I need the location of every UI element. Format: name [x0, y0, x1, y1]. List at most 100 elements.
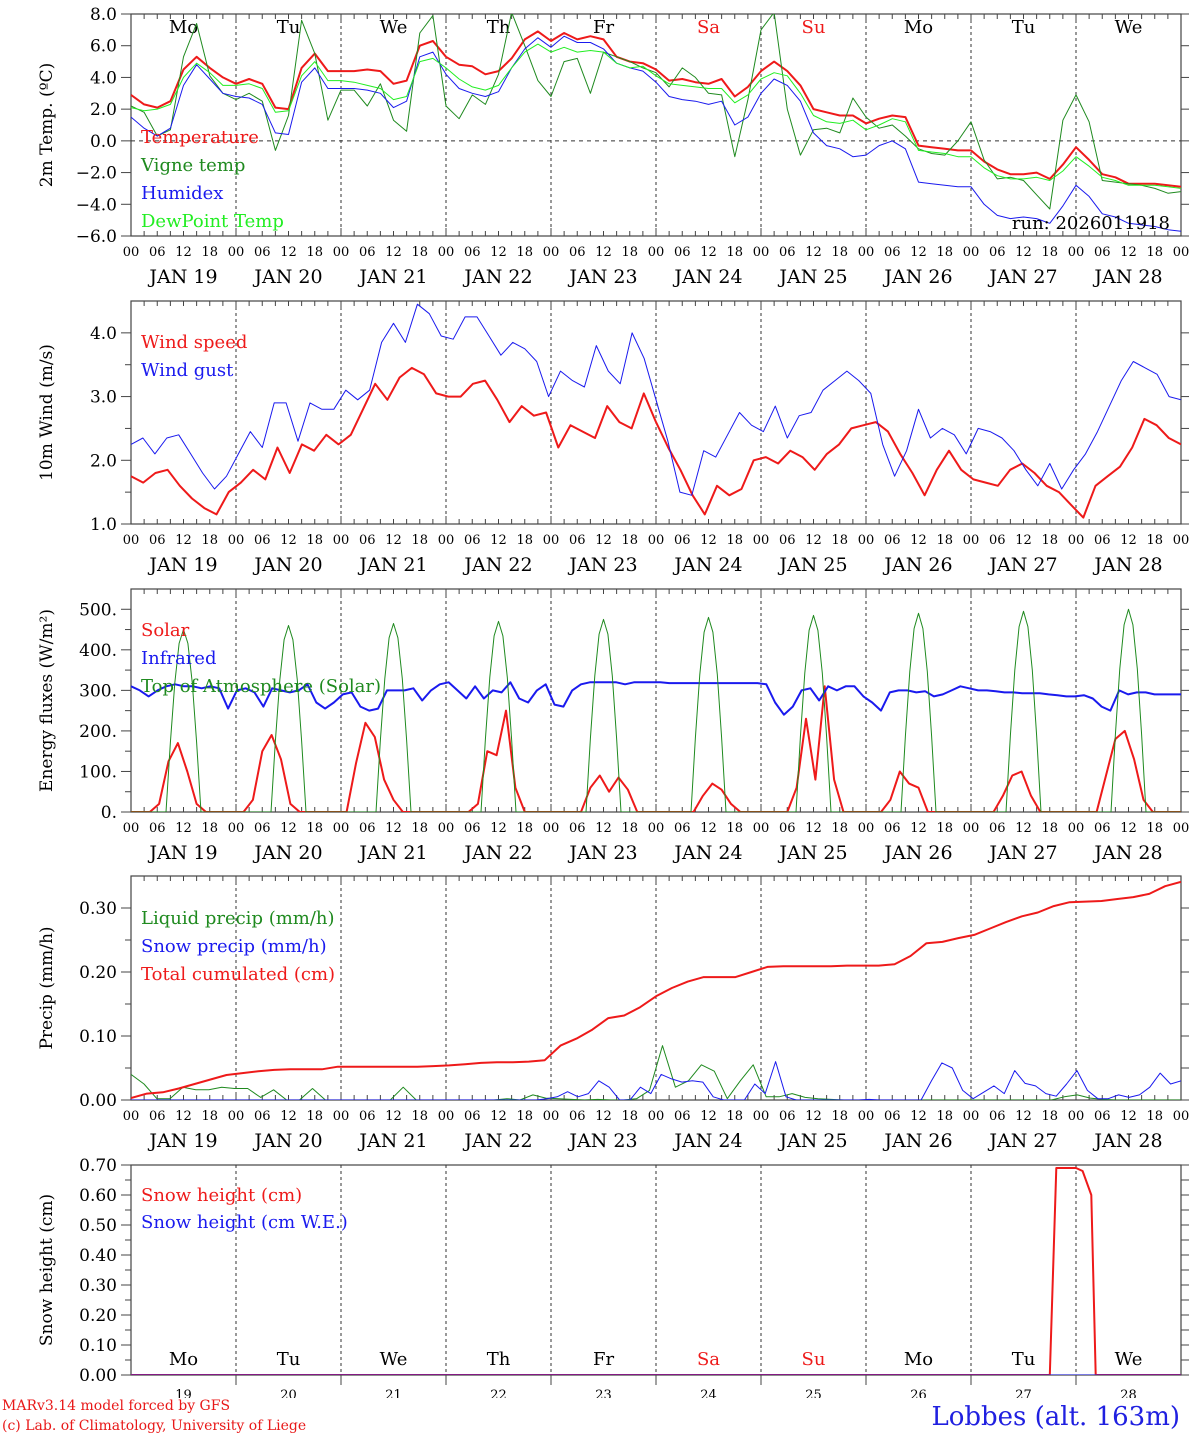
x-day-label: JAN 19: [147, 554, 217, 576]
y-tick-label: 400.: [79, 641, 117, 661]
x-day-label: JAN 21: [357, 842, 427, 864]
x-day-label: JAN 22: [462, 554, 532, 576]
x-hour-label: 06: [884, 245, 901, 260]
y-axis-label: 10m Wind (m/s): [37, 344, 57, 481]
x-hour-label: 12: [805, 821, 822, 836]
x-hour-label: 06: [674, 245, 691, 260]
x-hour-label: 00: [753, 533, 770, 548]
y-tick-label: 0.30: [79, 899, 117, 919]
x-hour-label: 12: [805, 533, 822, 548]
x-day-number: 24: [700, 1388, 717, 1398]
x-hour-label: 18: [306, 533, 323, 548]
x-hour-label: 18: [411, 533, 428, 548]
x-hour-label: 00: [858, 821, 875, 836]
x-hour-label: 06: [779, 245, 796, 260]
x-hour-label: 06: [989, 533, 1006, 548]
plot-frame: [130, 300, 1182, 525]
x-hour-label: 00: [963, 533, 980, 548]
y-tick-label: 0.0: [90, 132, 117, 152]
x-hour-label: 18: [831, 1109, 848, 1124]
x-hour-label: 00: [438, 533, 455, 548]
day-name: Fr: [593, 17, 614, 38]
x-hour-label: 18: [201, 533, 218, 548]
x-hour-label: 00: [1173, 821, 1190, 836]
y-axis-label: Precip (mm/h): [37, 926, 57, 1049]
x-hour-label: 12: [1015, 821, 1032, 836]
x-hour-label: 12: [1015, 245, 1032, 260]
x-hour-label: 12: [280, 533, 297, 548]
x-day-label: JAN 24: [672, 266, 742, 288]
x-hour-label: 18: [411, 821, 428, 836]
day-name: Tu: [1012, 17, 1036, 38]
x-hour-label: 00: [648, 245, 665, 260]
legend-entry: Top of Atmosphere (Solar): [141, 676, 381, 697]
x-hour-label: 18: [1146, 245, 1163, 260]
y-axis-label: Snow height (cm): [37, 1194, 57, 1346]
x-day-label: JAN 22: [462, 842, 532, 864]
x-hour-label: 18: [1041, 245, 1058, 260]
x-hour-label: 06: [359, 821, 376, 836]
y-axis-label: Energy fluxes (W/m²): [37, 609, 57, 792]
x-hour-label: 18: [726, 821, 743, 836]
series-line-temperature: [131, 30, 1181, 188]
x-hour-label: 00: [228, 1109, 245, 1124]
y-tick-label: 0.30: [79, 1276, 117, 1296]
x-hour-label: 06: [464, 533, 481, 548]
x-hour-label: 18: [516, 245, 533, 260]
y-tick-label: −4.0: [76, 195, 117, 215]
series-line-total-cumulated-cm-: [131, 880, 1181, 1100]
x-hour-label: 18: [1041, 821, 1058, 836]
x-hour-label: 12: [175, 821, 192, 836]
x-hour-label: 18: [411, 245, 428, 260]
legend-entry: Temperature: [141, 127, 259, 148]
x-hour-label: 18: [936, 821, 953, 836]
x-hour-label: 00: [753, 1109, 770, 1124]
x-day-label: JAN 24: [672, 842, 742, 864]
x-hour-label: 06: [569, 821, 586, 836]
x-hour-label: 00: [543, 1109, 560, 1124]
x-day-label: JAN 26: [882, 266, 952, 288]
x-day-label: JAN 23: [567, 554, 637, 576]
x-hour-label: 12: [280, 1109, 297, 1124]
x-day-label: JAN 22: [462, 1130, 532, 1152]
y-tick-label: 1.0: [90, 515, 117, 535]
series-line-humidex: [131, 35, 1181, 232]
x-hour-label: 06: [254, 821, 271, 836]
x-hour-label: 18: [201, 245, 218, 260]
x-hour-label: 00: [1068, 245, 1085, 260]
x-day-label: JAN 24: [672, 1130, 742, 1152]
y-tick-label: 2.0: [90, 451, 117, 471]
series-line-wind-speed: [131, 366, 1181, 519]
legend-entry: Wind gust: [141, 360, 234, 381]
x-day-number: 21: [385, 1388, 402, 1398]
legend-entry: Wind speed: [141, 332, 247, 353]
x-hour-label: 06: [1094, 245, 1111, 260]
x-hour-label: 18: [306, 821, 323, 836]
x-hour-label: 18: [621, 533, 638, 548]
y-tick-label: 4.0: [90, 324, 117, 344]
day-name: Mo: [904, 17, 933, 38]
x-hour-label: 00: [438, 1109, 455, 1124]
x-hour-label: 12: [490, 821, 507, 836]
x-hour-label: 12: [280, 245, 297, 260]
x-hour-label: 00: [438, 821, 455, 836]
x-hour-label: 12: [595, 533, 612, 548]
x-day-label: JAN 27: [987, 1130, 1057, 1152]
x-day-label: JAN 20: [252, 1130, 322, 1152]
x-day-number: 20: [280, 1388, 297, 1398]
day-name: Sa: [697, 1349, 720, 1370]
x-hour-label: 18: [621, 1109, 638, 1124]
y-tick-label: 8.0: [90, 5, 117, 25]
x-hour-label: 06: [149, 1109, 166, 1124]
x-day-label: JAN 25: [777, 842, 847, 864]
x-hour-label: 00: [228, 245, 245, 260]
x-hour-label: 00: [228, 821, 245, 836]
x-hour-label: 12: [175, 245, 192, 260]
x-hour-label: 06: [359, 533, 376, 548]
x-hour-label: 00: [1173, 533, 1190, 548]
x-hour-label: 00: [123, 1109, 140, 1124]
x-hour-label: 12: [490, 1109, 507, 1124]
y-tick-label: −6.0: [76, 227, 117, 247]
x-hour-label: 00: [648, 1109, 665, 1124]
x-hour-label: 06: [1094, 1109, 1111, 1124]
